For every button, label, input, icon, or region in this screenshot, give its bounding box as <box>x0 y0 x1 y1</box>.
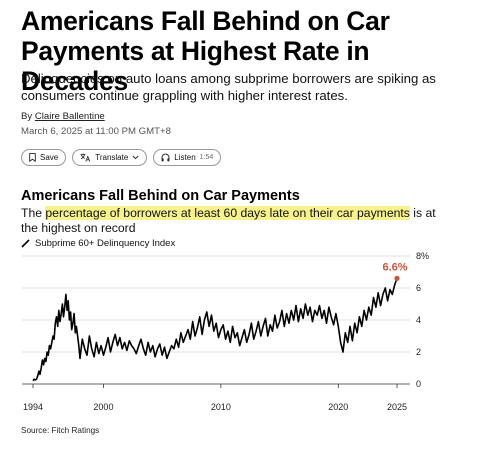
article-headline: Americans Fall Behind on Car Payments at… <box>21 6 390 96</box>
legend-label: Subprime 60+ Delinquency Index <box>35 238 176 249</box>
x-tick-label: 2000 <box>93 402 113 412</box>
translate-icon <box>80 153 91 162</box>
listen-label: Listen <box>174 153 196 162</box>
subtitle-highlight: percentage of borrowers at least 60 days… <box>45 206 410 220</box>
y-tick-label: 6 <box>416 283 421 293</box>
y-tick-label: 8% <box>416 251 429 261</box>
subtitle-text-before: The <box>21 206 46 220</box>
translate-button[interactable]: Translate <box>72 149 148 166</box>
byline-prefix: By <box>21 111 35 122</box>
line-legend-icon <box>21 239 30 248</box>
byline: By Claire Ballentine <box>21 111 105 122</box>
chart-subtitle: The percentage of borrowers at least 60 … <box>21 206 441 236</box>
x-tick-label: 2010 <box>211 402 231 412</box>
series-line <box>32 278 398 382</box>
y-tick-label: 4 <box>416 315 421 325</box>
bookmark-icon <box>29 153 36 162</box>
x-tick-label: 2025 <box>387 402 407 412</box>
translate-label: Translate <box>95 153 129 162</box>
y-tick-label: 2 <box>416 347 421 357</box>
save-label: Save <box>40 153 59 162</box>
subtitle-text-after: is at the highest on record <box>21 206 436 235</box>
publish-date: March 6, 2025 at 11:00 PM GMT+8 <box>21 126 171 137</box>
headphones-icon <box>161 153 170 162</box>
latest-value-label: 6.6% <box>382 261 407 273</box>
chart-source: Source: Fitch Ratings <box>21 426 100 435</box>
latest-value-point <box>394 275 400 281</box>
save-button[interactable]: Save <box>21 149 67 166</box>
chart-legend: Subprime 60+ Delinquency Index <box>21 238 175 249</box>
listen-button[interactable]: Listen 1:54 <box>153 149 222 166</box>
chart-title: Americans Fall Behind on Car Payments <box>21 188 300 204</box>
chevron-down-icon <box>132 155 139 160</box>
article-deck: Delinquencies on auto loans among subpri… <box>21 71 436 103</box>
x-tick-label: 1994 <box>23 402 43 412</box>
article-actions: Save Translate Listen 1:54 <box>21 149 222 166</box>
listen-duration: 1:54 <box>199 154 214 161</box>
y-tick-label: 0 <box>416 379 421 389</box>
author-link[interactable]: Claire Ballentine <box>34 111 105 122</box>
x-tick-label: 2020 <box>328 402 348 412</box>
line-chart: 0 2 4 6 8% 1994 2000 2010 2020 2025 6.6% <box>22 251 429 412</box>
